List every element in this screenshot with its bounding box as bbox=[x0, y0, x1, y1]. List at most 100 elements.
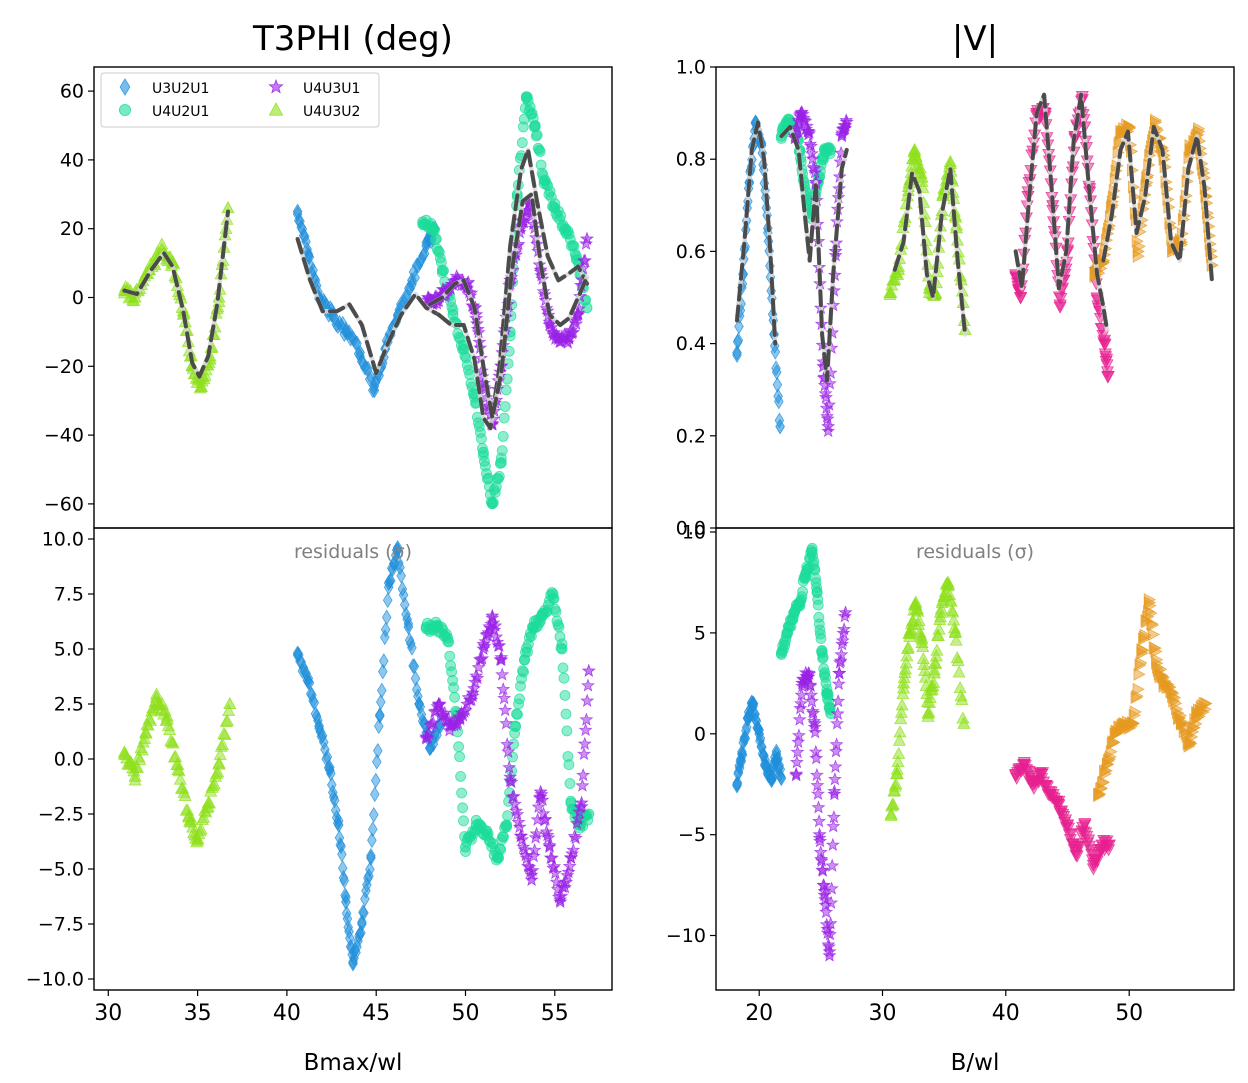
data-point bbox=[831, 676, 846, 691]
data-point bbox=[825, 144, 837, 156]
data-point bbox=[431, 696, 446, 710]
data-point bbox=[892, 746, 906, 759]
data-point bbox=[577, 736, 592, 750]
data-point bbox=[550, 606, 562, 617]
data-point bbox=[801, 665, 816, 680]
data-point bbox=[427, 223, 439, 235]
data-point bbox=[795, 675, 810, 690]
vis-x-axis-label: B/wl bbox=[951, 1050, 1000, 1076]
data-point bbox=[371, 753, 382, 770]
data-point bbox=[368, 806, 379, 823]
data-point bbox=[1078, 819, 1092, 832]
data-point bbox=[568, 831, 583, 845]
data-point bbox=[1086, 859, 1100, 872]
data-point bbox=[797, 586, 808, 597]
data-point bbox=[1184, 737, 1197, 751]
data-point bbox=[465, 685, 480, 699]
data-point bbox=[737, 746, 747, 762]
data-point bbox=[496, 445, 508, 457]
data-point bbox=[776, 770, 787, 787]
data-point bbox=[773, 393, 784, 410]
data-point bbox=[560, 708, 572, 720]
data-point bbox=[886, 797, 900, 810]
data-point bbox=[562, 331, 577, 345]
t3phi-y-tick-label: 40 bbox=[60, 149, 84, 171]
data-point bbox=[834, 128, 849, 143]
data-point bbox=[376, 682, 387, 699]
data-point bbox=[1060, 819, 1075, 832]
data-point bbox=[899, 656, 913, 669]
data-point bbox=[782, 627, 793, 639]
legend-marker-u4u3u1 bbox=[268, 78, 284, 94]
data-point bbox=[909, 595, 923, 608]
data-point bbox=[216, 737, 230, 750]
vis-model-1 bbox=[735, 120, 778, 346]
data-point bbox=[569, 316, 584, 330]
data-point bbox=[1101, 370, 1115, 383]
data-point bbox=[1073, 840, 1087, 853]
data-point bbox=[220, 714, 234, 727]
vis-residuals-series-u3u2u1 bbox=[732, 694, 787, 794]
data-point bbox=[825, 837, 840, 852]
vis-residuals-y-tick-label: −10 bbox=[666, 925, 706, 947]
data-point bbox=[732, 776, 742, 793]
data-point bbox=[133, 753, 147, 766]
t3phi-y-tick-label: 20 bbox=[60, 218, 84, 240]
data-point bbox=[341, 324, 351, 340]
panel-vis-residuals-frame bbox=[715, 527, 1235, 991]
data-point bbox=[218, 727, 232, 741]
vis-model-5 bbox=[1101, 124, 1214, 282]
t3phi-residuals-y-tick-label: 7.5 bbox=[54, 584, 84, 606]
data-point bbox=[498, 702, 513, 717]
data-point bbox=[788, 607, 800, 619]
data-point bbox=[815, 863, 830, 877]
data-point bbox=[1139, 628, 1152, 642]
data-point bbox=[324, 762, 335, 778]
data-point bbox=[513, 828, 528, 842]
data-point bbox=[955, 692, 969, 706]
vis-y-tick-label: 1.0 bbox=[676, 57, 706, 79]
data-point bbox=[896, 676, 911, 689]
data-point bbox=[453, 712, 468, 726]
vis-residuals-y-tick-label: 0 bbox=[694, 723, 706, 745]
data-point bbox=[333, 817, 344, 833]
data-point bbox=[1052, 799, 1066, 812]
data-point bbox=[194, 379, 208, 392]
data-point bbox=[912, 614, 926, 627]
data-point bbox=[380, 621, 391, 638]
vis-residuals-x-tick-label: 30 bbox=[869, 1001, 897, 1026]
data-point bbox=[832, 665, 847, 680]
data-point bbox=[837, 622, 852, 636]
data-point bbox=[812, 599, 824, 611]
data-point bbox=[475, 433, 487, 445]
data-point bbox=[811, 786, 825, 801]
data-point bbox=[574, 795, 589, 809]
data-point bbox=[892, 733, 906, 746]
legend-box bbox=[100, 72, 380, 128]
data-point bbox=[499, 716, 514, 730]
data-point bbox=[894, 712, 908, 725]
data-point bbox=[458, 815, 469, 827]
data-point bbox=[497, 430, 509, 442]
data-point bbox=[951, 654, 965, 667]
t3phi-residuals-x-tick-label: 40 bbox=[273, 1001, 301, 1026]
data-point bbox=[941, 575, 955, 588]
data-point bbox=[789, 766, 804, 781]
data-point bbox=[396, 567, 407, 584]
data-point bbox=[1014, 292, 1028, 305]
data-point bbox=[471, 660, 486, 674]
data-point bbox=[834, 647, 849, 661]
t3phi-y-tick-label: 0 bbox=[72, 287, 84, 309]
data-point bbox=[839, 114, 854, 129]
data-point bbox=[576, 767, 591, 782]
data-point bbox=[449, 691, 461, 703]
data-point bbox=[524, 872, 539, 886]
data-point bbox=[923, 690, 937, 703]
data-point bbox=[492, 638, 507, 652]
axes-layer: −60 −40 −20 0 20 40 60 0.0 0.2 0.4 0.6 0.8 1.0 −10.0 −… bbox=[26, 57, 1143, 1027]
data-point bbox=[500, 384, 512, 396]
data-point bbox=[373, 718, 384, 735]
data-point bbox=[1127, 717, 1140, 731]
data-point bbox=[911, 604, 925, 617]
data-point bbox=[497, 691, 512, 705]
